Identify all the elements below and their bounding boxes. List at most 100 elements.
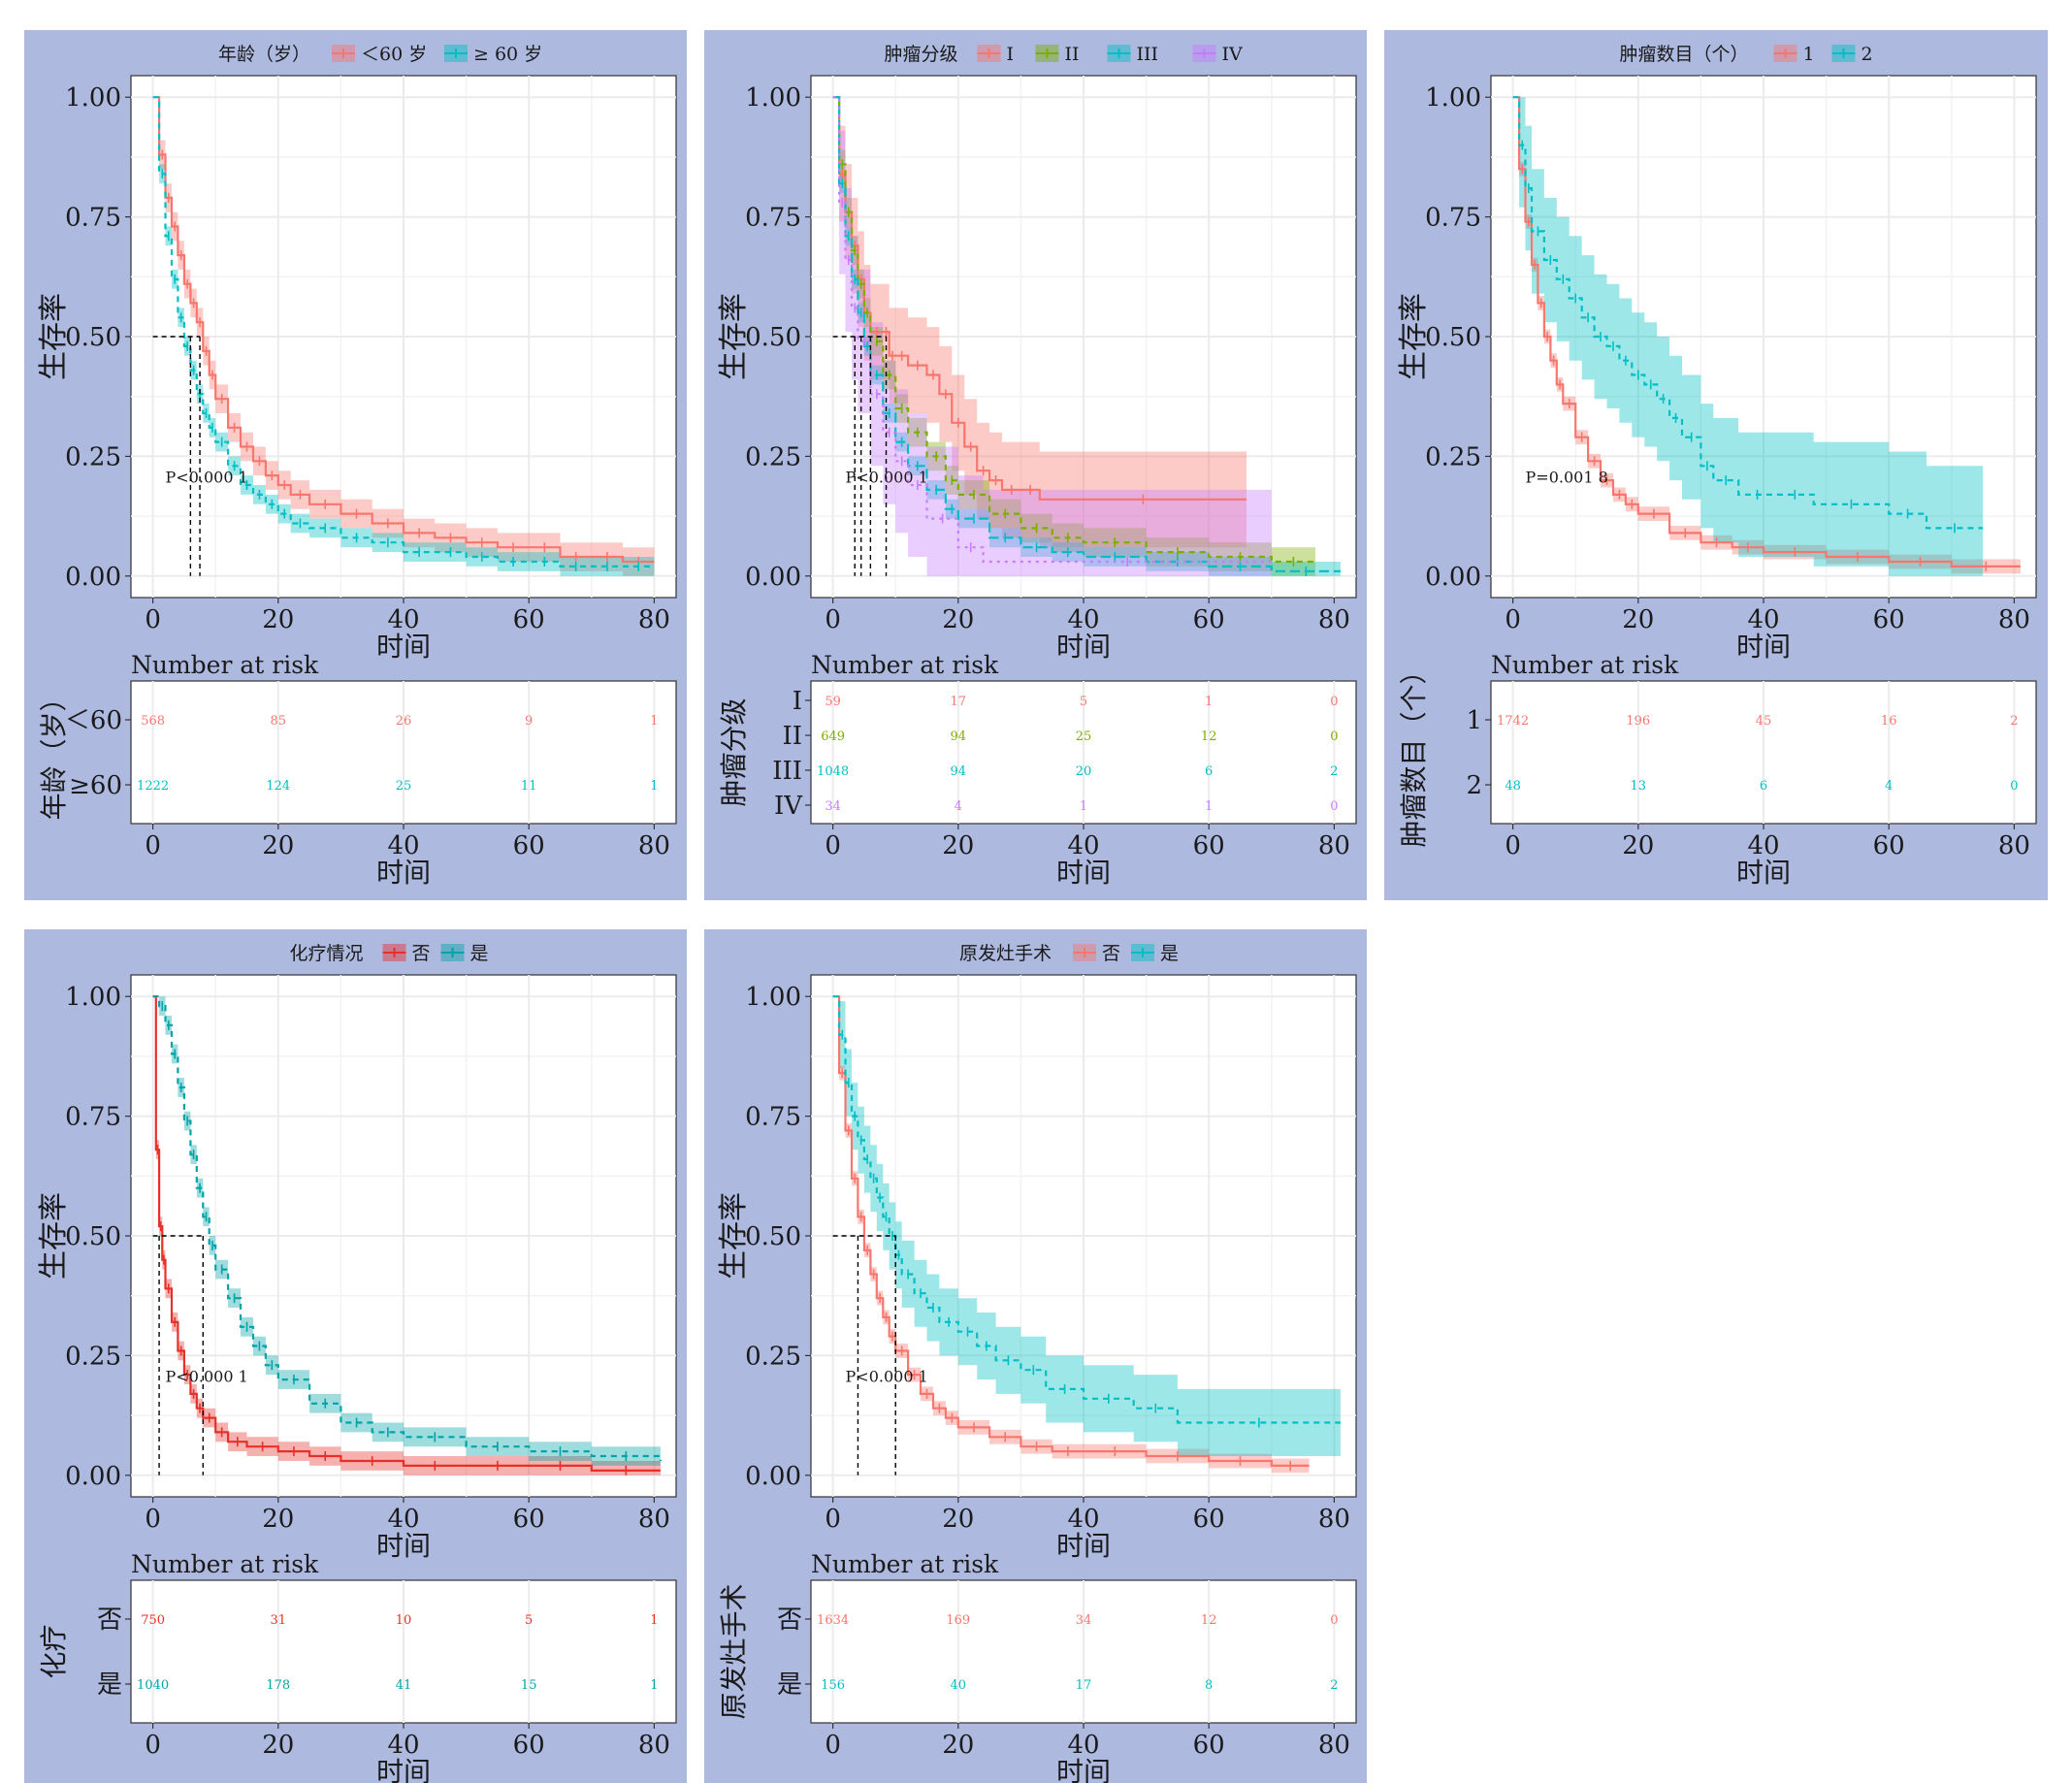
x-tick-label: 0 (1505, 605, 1521, 634)
risk-value: 59 (825, 695, 841, 709)
risk-x-tick-label: 0 (1505, 831, 1521, 860)
y-tick-label: 1.00 (65, 983, 121, 1012)
p-value: P=0.001 8 (1526, 469, 1608, 487)
y-axis-label: 生存率 (37, 1192, 71, 1280)
risk-value: 40 (951, 1678, 967, 1693)
risk-x-tick-label: 20 (1622, 831, 1654, 860)
risk-value: 1 (650, 1678, 658, 1693)
risk-x-tick-label: 40 (1067, 1731, 1099, 1760)
y-tick-label: 1.00 (745, 83, 801, 113)
risk-table: Number at risk＜60 568 85 26 9 1≥60 1222 124 25 11… (38, 651, 677, 889)
risk-value: 11 (521, 779, 537, 794)
risk-value: 15 (521, 1678, 537, 1693)
y-tick-label: 0.75 (65, 1103, 121, 1132)
risk-value: 649 (821, 729, 845, 744)
risk-x-tick-label: 20 (942, 1731, 974, 1760)
y-axis-label: 生存率 (717, 293, 751, 380)
risk-value: 0 (2010, 779, 2018, 794)
x-tick-label: 20 (942, 605, 974, 634)
x-tick-label: 40 (387, 1505, 419, 1534)
risk-value: 94 (951, 764, 967, 779)
survival-curve-IV (832, 96, 1272, 564)
risk-value: 31 (271, 1613, 287, 1628)
risk-value: 10 (396, 1613, 412, 1628)
risk-row-label: II (782, 722, 802, 751)
risk-y-axis-label: 原发灶手术 (718, 1583, 750, 1719)
x-tick-label: 60 (1193, 1505, 1225, 1534)
legend-label: III (1137, 44, 1159, 65)
x-tick-label: 20 (262, 605, 294, 634)
risk-value: 1040 (137, 1678, 169, 1693)
risk-value: 34 (1076, 1613, 1092, 1628)
y-tick-label: 0.50 (745, 323, 801, 352)
risk-value: 0 (1330, 799, 1338, 814)
risk-value: 1 (650, 779, 658, 794)
y-tick-label: 0.25 (1425, 442, 1481, 471)
y-tick-label: 0.75 (745, 1103, 801, 1132)
y-tick-label: 1.00 (65, 83, 121, 113)
risk-x-axis-label: 时间 (376, 1756, 431, 1783)
risk-x-tick-label: 60 (1193, 831, 1225, 860)
risk-x-tick-label: 60 (1873, 831, 1905, 860)
risk-x-tick-label: 0 (825, 831, 841, 860)
y-tick-label: 1.00 (745, 983, 801, 1012)
risk-value: 25 (396, 779, 412, 794)
risk-value: 0 (1330, 1613, 1338, 1628)
legend-label: 1 (1803, 44, 1815, 65)
risk-value: 5 (1080, 695, 1087, 709)
legend: 原发灶手术 否 是 (959, 943, 1179, 964)
km-panel-5: 原发灶手术否是P<0.000 10.000.250.500.751.000 20 4… (704, 929, 1367, 1783)
risk-y-axis-label: 肿瘤数目（个） (1398, 657, 1430, 847)
x-axis-label: 时间 (1056, 1530, 1111, 1562)
p-value: P<0.000 1 (846, 469, 928, 487)
y-tick-label: 0.00 (745, 563, 801, 592)
risk-x-tick-label: 40 (387, 1731, 419, 1760)
risk-y-axis-label: 年龄（岁） (38, 684, 70, 820)
risk-value: 4 (955, 799, 962, 814)
risk-x-tick-label: 40 (1067, 831, 1099, 860)
survival-curve-是 (152, 995, 662, 1461)
risk-value: 196 (1626, 714, 1650, 729)
risk-value: 1742 (1497, 714, 1529, 729)
risk-value: 41 (396, 1678, 412, 1693)
x-tick-label: 80 (1318, 1505, 1350, 1534)
risk-value: 8 (1205, 1678, 1213, 1693)
risk-value: 20 (1076, 764, 1092, 779)
risk-value: 1 (1205, 799, 1213, 814)
risk-row-label: ≥60 (69, 771, 122, 800)
x-axis-label: 时间 (1736, 631, 1791, 663)
y-tick-label: 0.50 (1425, 323, 1481, 352)
risk-row-label: 2 (1466, 771, 1482, 800)
x-tick-label: 20 (262, 1505, 294, 1534)
x-axis-label: 时间 (376, 631, 431, 663)
confidence-band-IV (832, 97, 1272, 576)
p-value: P<0.000 1 (846, 1368, 928, 1386)
x-tick-label: 0 (825, 1505, 841, 1534)
x-tick-label: 60 (513, 605, 545, 634)
y-tick-label: 0.25 (65, 1342, 121, 1371)
risk-value: 12 (1201, 729, 1217, 744)
risk-value: 169 (946, 1613, 970, 1628)
risk-value: 16 (1881, 714, 1897, 729)
risk-x-axis-label: 时间 (1736, 857, 1791, 889)
legend-label: ＜60 岁 (361, 44, 427, 65)
p-value: P<0.000 1 (166, 1368, 248, 1386)
risk-x-tick-label: 60 (513, 1731, 545, 1760)
risk-value: 5 (525, 1613, 533, 1628)
legend: 肿瘤数目（个） 1 2 (1620, 44, 1873, 65)
x-tick-label: 80 (1318, 605, 1350, 634)
risk-value: 13 (1631, 779, 1647, 794)
legend-label: 是 (470, 943, 489, 964)
risk-x-tick-label: 20 (942, 831, 974, 860)
legend-title: 肿瘤数目（个） (1620, 44, 1749, 65)
risk-value: 6 (1205, 764, 1213, 779)
risk-x-tick-label: 80 (1318, 831, 1350, 860)
y-tick-label: 0.50 (65, 323, 121, 352)
y-axis-label: 生存率 (1397, 293, 1431, 380)
risk-y-axis-label: 肿瘤分级 (718, 697, 750, 806)
risk-x-tick-label: 20 (262, 1731, 294, 1760)
y-tick-label: 0.00 (65, 1462, 121, 1491)
risk-value: 124 (266, 779, 290, 794)
